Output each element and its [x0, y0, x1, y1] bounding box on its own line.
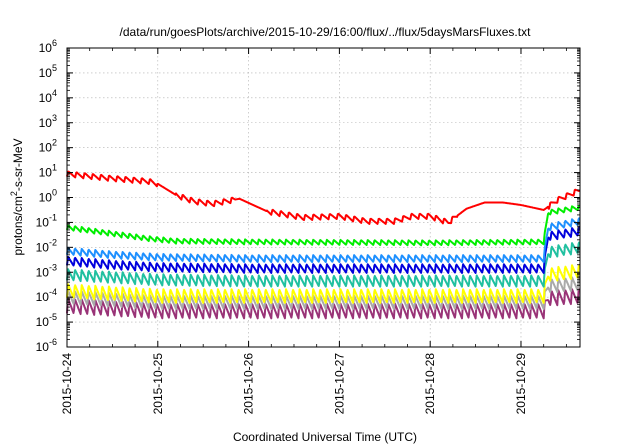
y-tick-base: 10 — [39, 166, 53, 180]
y-tick-exp: -6 — [49, 337, 57, 347]
y-tick-label: 101 — [39, 163, 57, 180]
y-tick-label: 10-2 — [36, 237, 57, 254]
y-tick-base: 10 — [36, 340, 50, 354]
y-tick-base: 10 — [36, 240, 50, 254]
y-tick-exp: -3 — [49, 262, 57, 272]
y-axis-label-sup: 2 — [9, 191, 19, 196]
y-tick-label: 10-3 — [36, 262, 57, 279]
y-tick-exp: -4 — [49, 287, 57, 297]
series-line — [66, 226, 581, 274]
y-tick-exp: -1 — [49, 212, 57, 222]
series-line — [66, 288, 581, 320]
y-tick-label: 100 — [39, 188, 57, 205]
x-axis-ticks: 2015-10-24 2015-10-25 2015-10-26 2015-10-27… — [60, 48, 567, 415]
y-tick-exp: 2 — [52, 138, 57, 148]
y-tick-exp: -2 — [49, 237, 57, 247]
y-tick-exp: 6 — [52, 38, 57, 48]
series-line — [66, 204, 581, 247]
y-tick-base: 10 — [39, 91, 53, 105]
y-tick-label: 102 — [39, 138, 57, 155]
y-tick-base: 10 — [39, 41, 53, 55]
series-line — [66, 170, 581, 225]
y-axis-label-prefix: protons/cm — [11, 196, 25, 255]
y-tick-base: 10 — [39, 191, 53, 205]
y-axis-label-suffix: -s-sr-MeV — [11, 138, 25, 191]
y-tick-label: 10-5 — [36, 312, 57, 329]
y-tick-base: 10 — [36, 265, 50, 279]
x-tick-label: 2015-10-25 — [151, 353, 165, 415]
y-tick-base: 10 — [36, 215, 50, 229]
x-tick-label: 2015-10-27 — [332, 353, 346, 415]
y-axis-label: protons/cm2-s-sr-MeV — [9, 138, 25, 255]
series-line — [66, 276, 581, 310]
series-line — [66, 264, 581, 304]
y-tick-label: 10-6 — [36, 337, 57, 354]
y-tick-exp: -5 — [49, 312, 57, 322]
y-tick-exp: 0 — [52, 188, 57, 198]
y-tick-exp: 3 — [52, 113, 57, 123]
y-tick-label: 103 — [39, 113, 57, 130]
x-tick-label: 2015-10-28 — [423, 353, 437, 415]
y-tick-exp: 1 — [52, 163, 57, 173]
series-layer — [66, 170, 581, 320]
y-tick-label: 105 — [39, 63, 57, 80]
y-tick-label: 104 — [39, 88, 57, 105]
y-tick-label: 10-1 — [36, 212, 57, 229]
x-tick-label: 2015-10-29 — [514, 353, 528, 415]
y-tick-base: 10 — [39, 141, 53, 155]
y-tick-base: 10 — [39, 66, 53, 80]
x-tick-label: 2015-10-24 — [60, 353, 74, 415]
y-tick-exp: 5 — [52, 63, 57, 73]
y-tick-base: 10 — [39, 116, 53, 130]
y-tick-exp: 4 — [52, 88, 57, 98]
y-tick-base: 10 — [36, 315, 50, 329]
x-tick-label: 2015-10-26 — [242, 353, 256, 415]
series-line — [66, 241, 581, 288]
y-tick-label: 10-4 — [36, 287, 57, 304]
y-tick-base: 10 — [36, 290, 50, 304]
y-tick-label: 106 — [39, 38, 57, 55]
series-line — [66, 217, 581, 263]
x-axis-label: Coordinated Universal Time (UTC) — [233, 430, 417, 444]
chart-title: /data/run/goesPlots/archive/2015-10-29/1… — [120, 25, 532, 39]
